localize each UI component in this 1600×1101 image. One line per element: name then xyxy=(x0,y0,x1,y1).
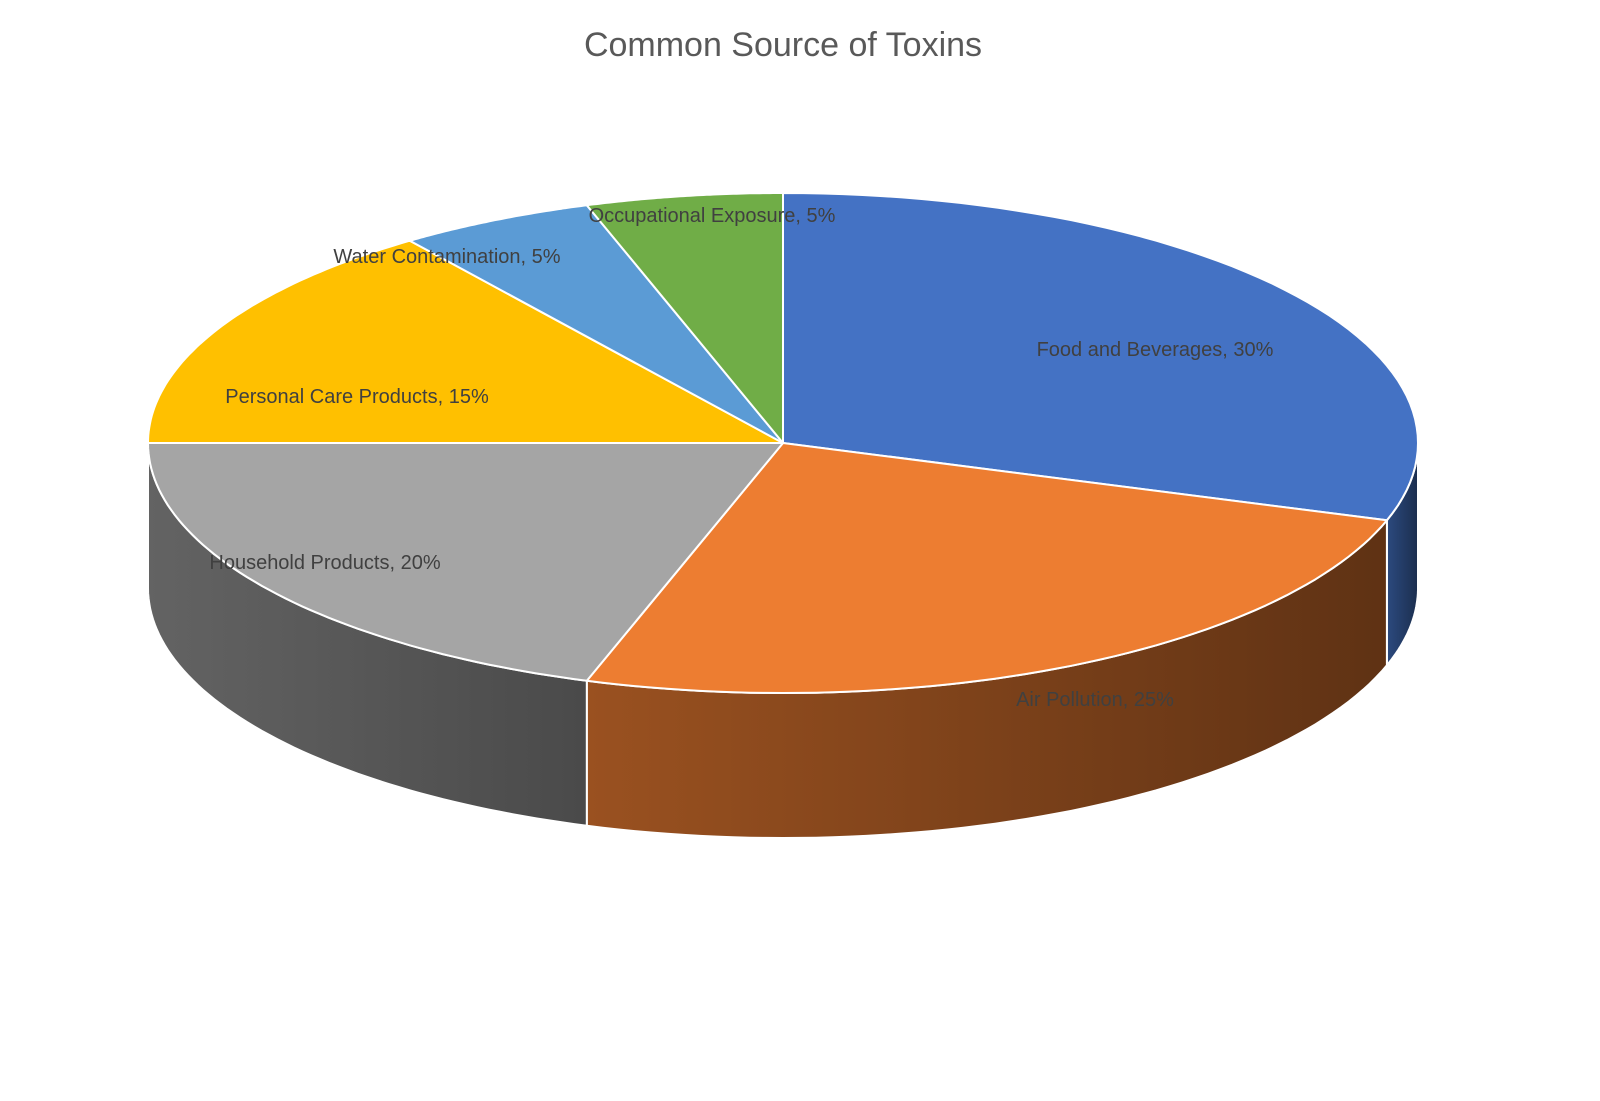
chart-title: Common Source of Toxins xyxy=(584,26,982,64)
pie-slice xyxy=(782,192,1419,522)
data-label: Household Products, 20% xyxy=(209,552,441,574)
data-label: Occupational Exposure, 5% xyxy=(588,205,836,227)
data-label: Personal Care Products, 15% xyxy=(225,386,489,408)
pie-slice xyxy=(585,442,1388,694)
pie-slice xyxy=(585,192,784,444)
pie-slice xyxy=(147,239,784,444)
data-label: Water Contamination, 5% xyxy=(333,246,561,268)
data-label: Air Pollution, 25% xyxy=(1016,689,1174,711)
pie-slice xyxy=(147,442,784,682)
data-label: Food and Beverages, 30% xyxy=(1036,339,1274,361)
pie-slice xyxy=(408,204,784,444)
